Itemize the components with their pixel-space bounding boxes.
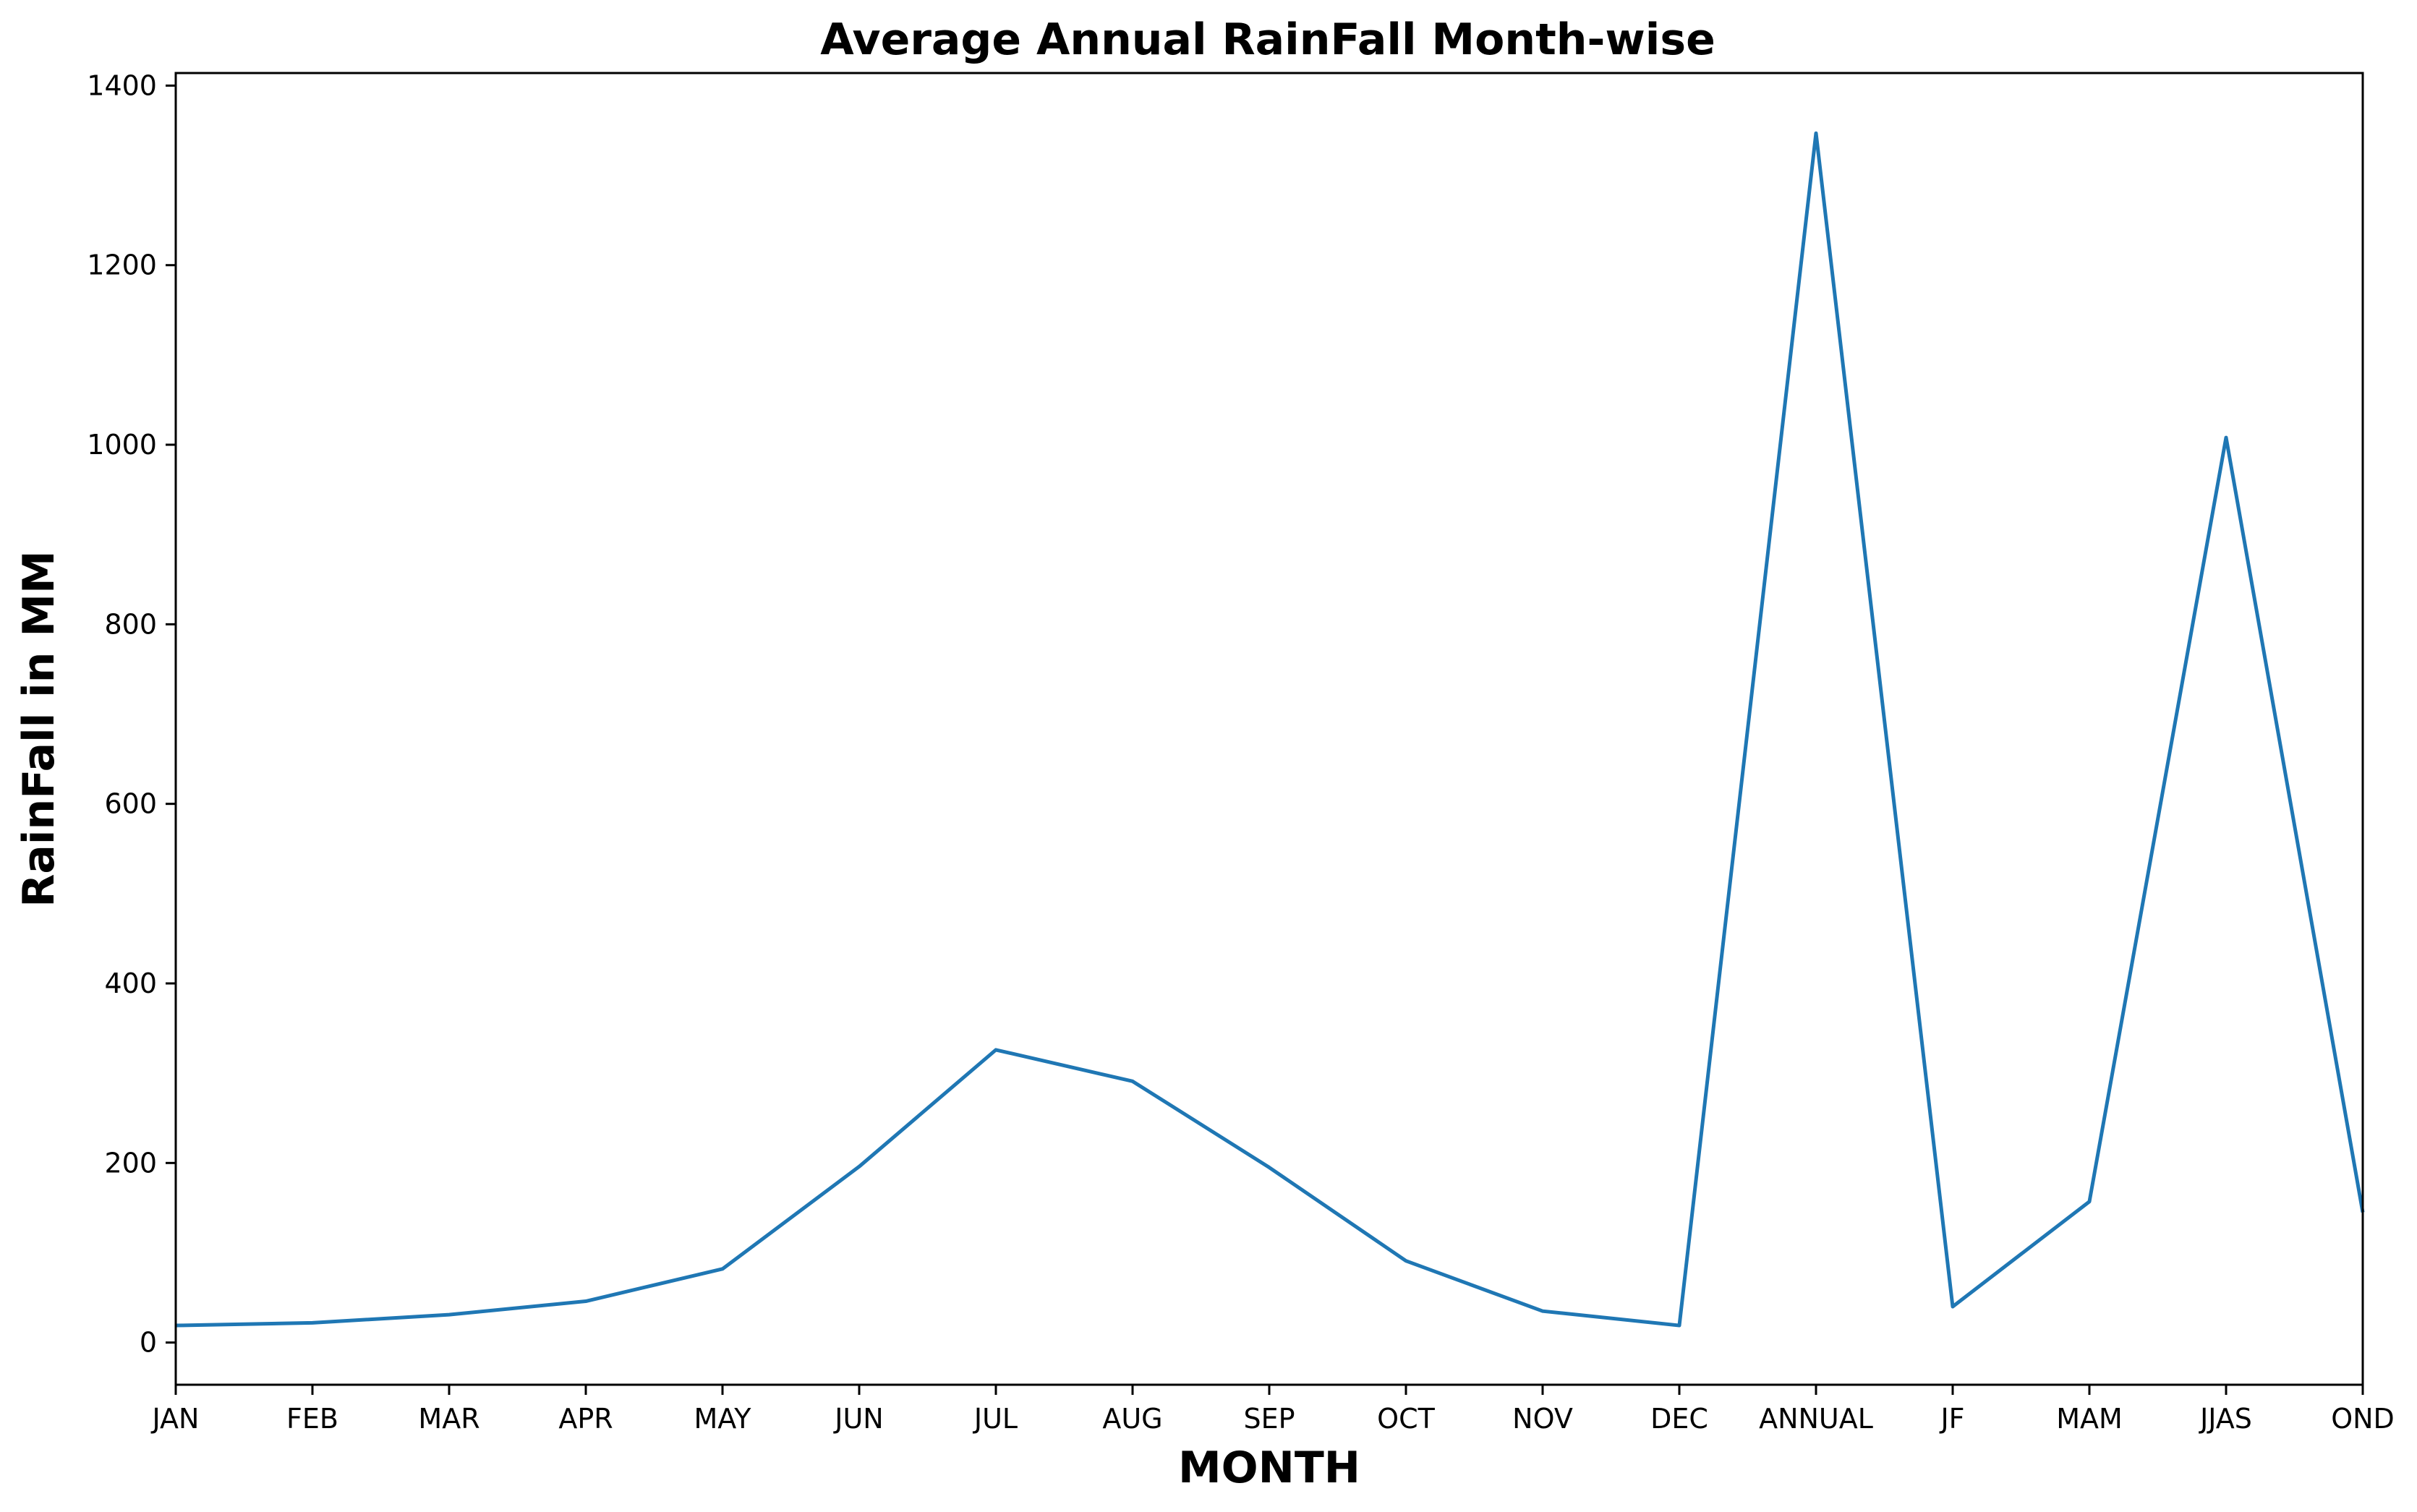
x-tick-label: OCT [1377, 1403, 1435, 1435]
y-tick-label: 0 [140, 1327, 157, 1359]
x-tick-label: JJAS [2199, 1403, 2252, 1435]
x-tick-label: MAM [2056, 1403, 2123, 1435]
x-tick-label: APR [558, 1403, 613, 1435]
series-line [175, 131, 2365, 1328]
x-tick-label: SEP [1243, 1403, 1295, 1435]
x-axis-ticks: JAN FEB MAR APR MAY JUN JUL AUG SEP OCT NOV DEC ANNU… [151, 1385, 2395, 1435]
y-axis-label: RainFall in MM [14, 550, 64, 907]
y-tick-label: 1000 [87, 429, 157, 461]
y-tick-label: 1400 [87, 69, 157, 101]
x-axis-label: MONTH [1178, 1443, 1360, 1493]
x-tick-label: ANNUAL [1759, 1403, 1873, 1435]
x-tick-label: JAN [151, 1403, 200, 1435]
x-tick-label: MAY [694, 1403, 751, 1435]
y-tick-label: 1200 [87, 249, 157, 281]
x-tick-label: DEC [1650, 1403, 1708, 1435]
x-tick-label: JF [1939, 1403, 1964, 1435]
x-tick-label: FEB [286, 1403, 338, 1435]
y-tick-label: 400 [104, 968, 157, 999]
x-tick-label: AUG [1102, 1403, 1162, 1435]
x-tick-label: JUN [833, 1403, 883, 1435]
plot-frame [174, 72, 2364, 1386]
y-tick-label: 200 [104, 1147, 157, 1179]
y-tick-label: 800 [104, 608, 157, 640]
x-tick-label: OND [2331, 1403, 2395, 1435]
x-tick-label: MAR [418, 1403, 479, 1435]
x-tick-label: NOV [1512, 1403, 1573, 1435]
y-tick-label: 600 [104, 788, 157, 820]
y-axis-ticks: 0 200 400 600 800 1000 1200 1400 [87, 69, 176, 1359]
chart-title: Average Annual RainFall Month-wise [820, 14, 1715, 65]
x-tick-label: JUL [973, 1403, 1018, 1435]
